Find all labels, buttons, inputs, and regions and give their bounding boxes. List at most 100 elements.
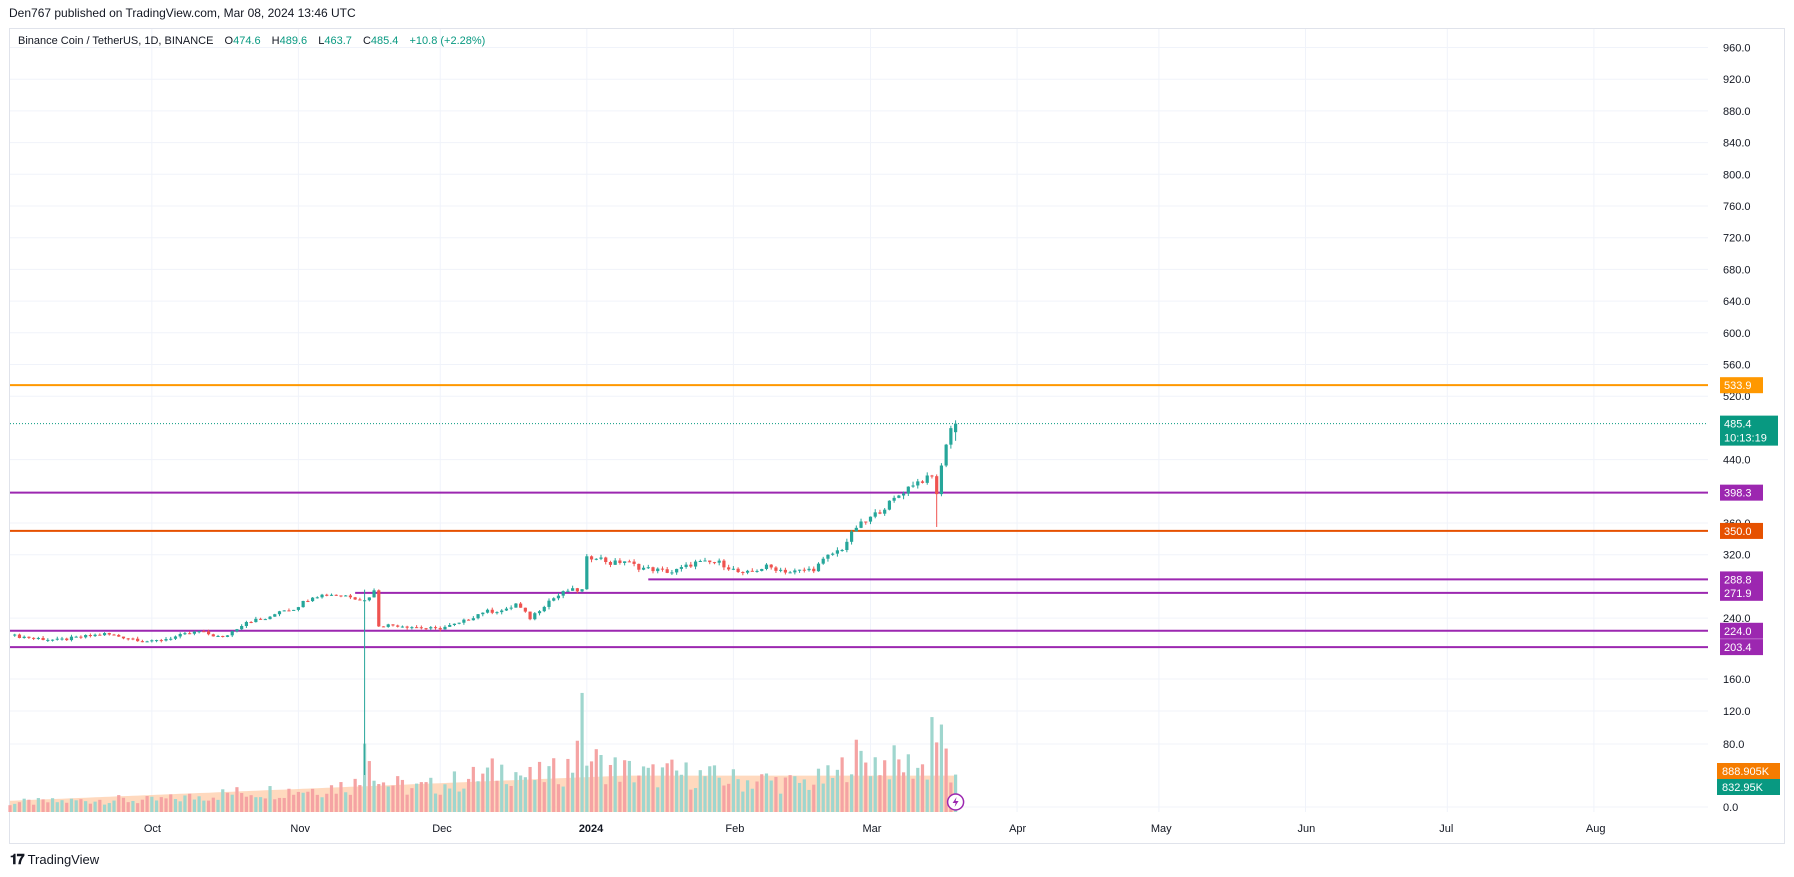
- volume-bar: [571, 772, 575, 812]
- x-tick-label: 2024: [579, 823, 604, 835]
- volume-bar: [935, 742, 939, 812]
- candle-body: [859, 521, 863, 528]
- candle-body: [296, 607, 301, 610]
- volume-bar: [36, 798, 40, 812]
- volume-bar: [282, 797, 286, 812]
- volume-bar: [684, 762, 688, 812]
- price-tags: 533.9 398.3 350.0 288.8 271.9 224.0 203.4 485.4…: [946, 377, 1780, 811]
- volume-bar: [131, 800, 135, 812]
- volume-bar: [745, 780, 750, 812]
- candle-body: [225, 635, 230, 637]
- volume-bar: [367, 761, 371, 812]
- volume-bar: [183, 795, 187, 812]
- candle-body: [258, 618, 263, 620]
- candle-body: [571, 588, 575, 591]
- volume-bar: [608, 764, 613, 812]
- candle-body: [812, 568, 816, 572]
- volume-bar: [126, 802, 130, 812]
- volume-tag: [1717, 763, 1780, 779]
- candle-body: [240, 626, 244, 630]
- volume-bar: [675, 770, 679, 812]
- volume-bar: [192, 799, 196, 812]
- volume-bar: [712, 765, 717, 812]
- candle-body: [55, 638, 59, 640]
- volume-bar: [230, 794, 234, 812]
- volume-bar: [802, 779, 806, 812]
- volume-bar: [509, 785, 513, 812]
- candle-body: [221, 635, 225, 637]
- volume-bar: [689, 789, 693, 812]
- volume-bar: [254, 797, 258, 812]
- volume-bar: [556, 784, 561, 812]
- volume-bar: [249, 795, 253, 812]
- candle-body: [613, 560, 617, 565]
- volume-bar: [22, 798, 26, 812]
- volume-bar: [760, 774, 764, 812]
- candle-body: [561, 591, 565, 596]
- candle-body: [273, 614, 277, 617]
- candle-body: [760, 568, 764, 571]
- candle-body: [632, 561, 636, 564]
- candle-body: [897, 495, 901, 498]
- volume-bar: [703, 776, 707, 812]
- candle-body: [150, 640, 154, 642]
- candle-body: [783, 569, 787, 573]
- candle-body: [698, 560, 702, 562]
- volume-bar: [821, 783, 825, 812]
- candle-body: [386, 624, 390, 627]
- volume-bar: [159, 797, 163, 812]
- volume-bar: [618, 781, 622, 812]
- volume-bar: [258, 797, 263, 812]
- candle-body: [523, 607, 527, 612]
- volume-bar: [831, 777, 835, 812]
- candle-body: [892, 497, 896, 501]
- candle-body: [599, 557, 603, 559]
- volume-bar: [69, 798, 74, 812]
- tradingview-logo-icon[interactable]: 𝟏𝟕: [10, 851, 25, 867]
- volume-bar: [306, 791, 310, 812]
- y-tick-label: 440.0: [1723, 455, 1751, 467]
- volume-bar: [566, 758, 570, 812]
- candle-body: [433, 627, 438, 629]
- volume-bar: [381, 782, 386, 812]
- candle-body: [178, 634, 182, 637]
- volume-bar: [471, 766, 475, 812]
- y-tick-label: 560.0: [1723, 360, 1751, 372]
- volume-bar: [164, 798, 168, 812]
- volume-bar: [353, 778, 357, 812]
- candle-body: [69, 636, 74, 641]
- candle-body: [641, 567, 646, 570]
- volume-bar: [325, 793, 329, 812]
- volume-bar: [244, 796, 248, 812]
- candle-body: [329, 594, 334, 596]
- volume-bar: [708, 766, 712, 812]
- tradingview-wordmark[interactable]: TradingView: [27, 852, 100, 867]
- volume-bar: [750, 788, 754, 812]
- volume-bar: [835, 769, 839, 812]
- volume-bar: [396, 776, 400, 812]
- volume-bar: [589, 761, 594, 812]
- volume-bar: [717, 777, 721, 812]
- candle-body: [566, 590, 570, 592]
- candle-body: [722, 560, 726, 568]
- candle-body: [537, 611, 542, 614]
- y-tick-label: 160.0: [1723, 674, 1751, 686]
- volume-bar: [55, 802, 59, 812]
- candle-body: [835, 550, 839, 554]
- candle-body: [769, 564, 773, 568]
- candle-body: [74, 636, 78, 638]
- volume-bar: [797, 782, 802, 812]
- volume-bar: [906, 754, 910, 812]
- volume-bar: [216, 799, 220, 812]
- candle-body: [117, 634, 121, 637]
- candle-layer: [13, 420, 958, 776]
- candle-body: [448, 625, 452, 627]
- candle-body: [249, 622, 253, 624]
- volume-bar: [656, 787, 660, 812]
- level-tag-label: 288.8: [1724, 574, 1752, 586]
- candle-body: [788, 572, 792, 574]
- open-value: 474.6: [233, 35, 261, 47]
- symbol-title[interactable]: Binance Coin / TetherUS, 1D, BINANCE: [18, 35, 214, 47]
- volume-bar: [424, 782, 428, 812]
